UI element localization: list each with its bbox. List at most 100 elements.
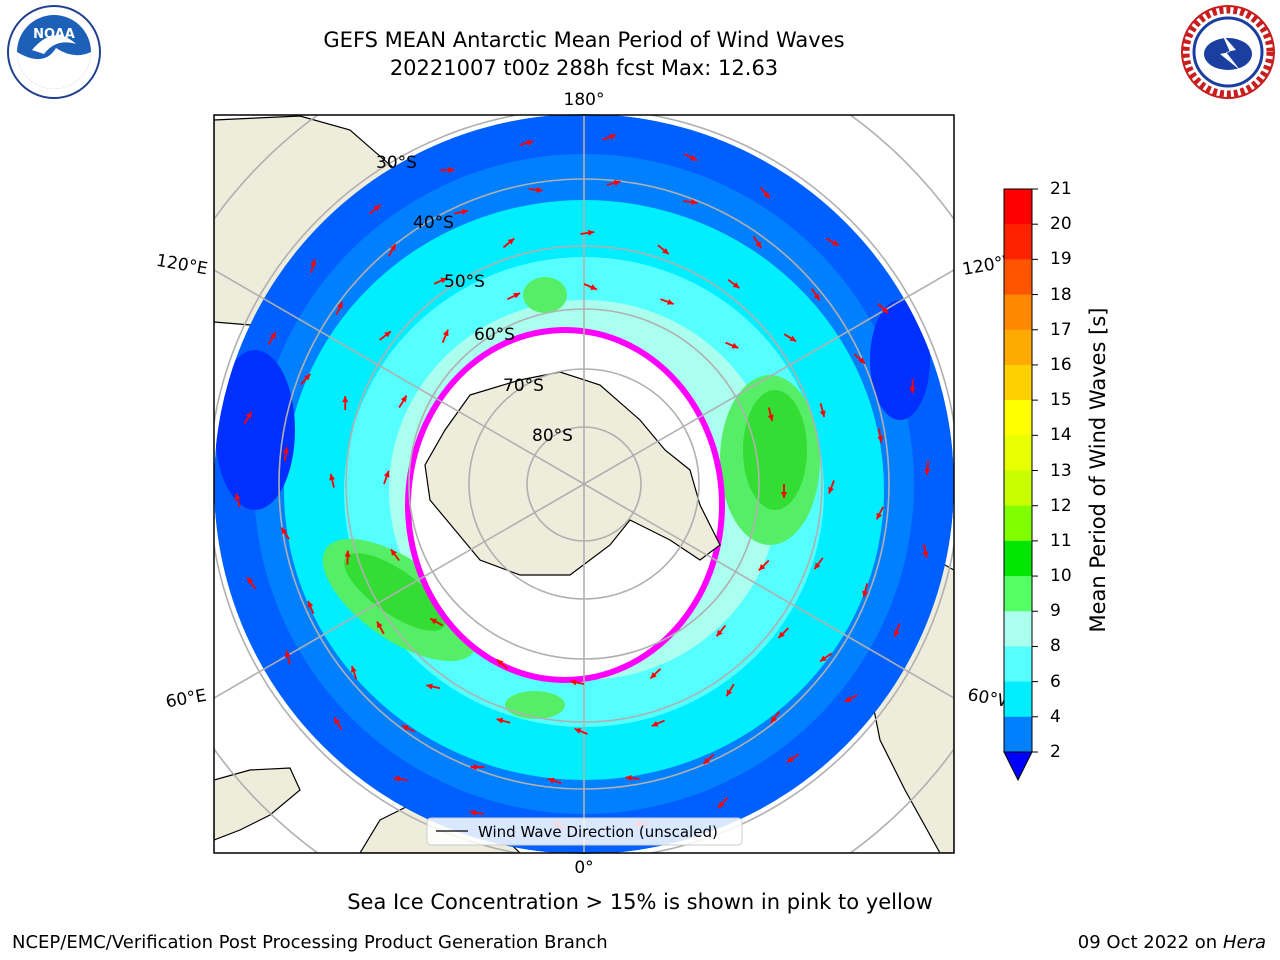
wave-direction-arrowhead <box>609 134 616 140</box>
wave-direction-arrowhead <box>284 650 291 658</box>
wave-direction-arrowhead <box>310 259 317 266</box>
colorbar-segment <box>1004 435 1032 471</box>
wave-direction-arrowhead <box>651 721 659 727</box>
chart-title: GEFS MEAN Antarctic Mean Period of Wind … <box>323 28 845 52</box>
map-frame <box>213 114 955 854</box>
colorbar-segment <box>1004 681 1032 718</box>
wave-direction-arrowhead <box>469 809 476 816</box>
wave-direction-arrowhead <box>881 307 889 314</box>
wave-direction-arrowhead <box>703 757 710 765</box>
colorbar-tick-label: 20 <box>1050 214 1072 235</box>
africa-landmass <box>214 767 301 841</box>
wave-direction-arrowhead <box>726 689 733 697</box>
wave-direction-arrowhead <box>716 629 723 637</box>
colorbar-tick-label: 9 <box>1050 601 1061 622</box>
wave-direction-arrowhead <box>770 716 777 723</box>
wave-direction-arrowhead <box>245 411 252 419</box>
wave-direction-arrowhead <box>662 248 669 255</box>
colorbar-tick-label: 16 <box>1050 354 1072 375</box>
colorbar-tick-label: 15 <box>1050 390 1072 411</box>
wave-direction-arrowhead <box>787 756 794 763</box>
wave-direction-arrowhead <box>763 191 770 199</box>
wave-direction-arrowhead <box>337 301 343 309</box>
wave-direction-arrowhead <box>430 618 437 625</box>
colorbar-tick-label: 14 <box>1050 425 1072 446</box>
colorbar-segment <box>1004 400 1032 436</box>
wave-direction-arrowhead <box>470 764 477 771</box>
wave-direction-arrowhead <box>344 550 351 557</box>
lon-label-180: 180° <box>564 90 605 110</box>
wave-direction-arrowhead <box>526 140 534 146</box>
wave-direction-arrowhead <box>832 239 839 246</box>
wave-direction-arrowhead <box>613 180 621 186</box>
colorbar-segment <box>1004 329 1032 366</box>
lon-label-0: 0° <box>574 858 593 878</box>
wave-direction-arrowhead <box>283 447 289 454</box>
wave-direction-arrowhead <box>307 600 314 608</box>
wave-direction-arrowhead <box>281 527 288 535</box>
wave-direction-arrowhead <box>625 775 632 781</box>
wave-direction-arrowhead <box>393 775 401 782</box>
wave-direction-arrowhead <box>270 332 276 339</box>
colorbar-segment <box>1004 259 1032 296</box>
colorbar-segment <box>1004 470 1032 507</box>
colorbar-tick-label: 11 <box>1050 530 1072 551</box>
wave-direction-arrowhead <box>922 551 929 558</box>
wave-direction-arrowhead <box>894 630 900 637</box>
colorbar-tick-label: 2 <box>1050 742 1061 762</box>
wave-direction-arrowhead <box>858 357 865 364</box>
noaa-logo-text: NOAA <box>33 27 75 42</box>
footer-date: 09 Oct 2022 on Hera <box>1077 932 1266 953</box>
wave-direction-arrowhead <box>390 244 396 251</box>
wave-direction-arrowhead <box>384 331 391 338</box>
map-legend: Wind Wave Direction (unscaled) <box>426 817 743 846</box>
colorbar-tick-label: 4 <box>1050 706 1061 727</box>
wave-direction-arrowhead <box>461 209 468 215</box>
wave-direction-arrowhead <box>876 512 883 520</box>
wave-direction-arrowhead <box>402 725 409 731</box>
chart-subtitle-run: 20221007 t00z 288h fcst Max: 12.63 <box>389 56 779 80</box>
colorbar-tick-label: 6 <box>1050 671 1061 692</box>
wave-direction-arrowhead <box>247 577 254 584</box>
colorbar-segment <box>1004 505 1032 542</box>
wave-direction-arrowhead <box>442 329 449 337</box>
wave-direction-arrowhead <box>924 468 931 475</box>
colorbar-tick-label: 19 <box>1050 249 1072 270</box>
lon-label-60e: 60°E <box>164 686 208 713</box>
wave-direction-arrowhead <box>426 683 433 690</box>
wave-direction-arrowhead <box>732 282 740 289</box>
wave-direction-arrowhead <box>813 293 820 301</box>
colorbar-segment <box>1004 364 1032 401</box>
colorbar-tick-label: 18 <box>1050 284 1072 305</box>
colorbar-tick-label: 12 <box>1050 495 1072 516</box>
wave-direction-arrowhead <box>342 396 349 403</box>
wave-direction-arrowhead <box>496 717 504 724</box>
wave-direction-arrowhead <box>691 199 698 206</box>
wave-direction-arrowhead <box>448 167 455 173</box>
sea-ice-note: Sea Ice Concentration > 15% is shown in … <box>347 890 933 914</box>
antarctica-landmass <box>424 371 721 576</box>
wave-direction-arrowhead <box>507 238 515 245</box>
wave-direction-arrowhead <box>440 277 447 284</box>
wave-direction-arrowhead <box>755 241 762 248</box>
wave-direction-arrowhead <box>731 342 739 349</box>
lat-label-50s: 50°S <box>444 272 485 292</box>
wave-direction-arrowhead <box>547 777 555 784</box>
footer-credit: NCEP/EMC/Verification Post Processing Pr… <box>12 932 608 953</box>
wave-direction-arrowhead <box>820 655 827 662</box>
wind-wave-direction-arrows <box>234 134 931 830</box>
lon-label-120e: 120°E <box>155 251 209 280</box>
wave-direction-arrowhead <box>377 621 383 629</box>
wave-direction-arrowhead <box>390 549 397 556</box>
colorbar-under-extension <box>1003 751 1033 782</box>
lat-label-70s: 70°S <box>503 376 544 396</box>
colorbar-segment <box>1004 294 1032 331</box>
lat-label-30s: 30°S <box>376 153 417 173</box>
wave-direction-arrowhead <box>383 470 390 478</box>
wave-direction-arrowhead <box>819 410 826 417</box>
nws-logo-icon <box>1181 5 1275 99</box>
wave-direction-arrowhead <box>590 284 597 290</box>
wave-direction-arrowhead <box>304 374 311 381</box>
lat-label-60s: 60°S <box>474 325 515 345</box>
